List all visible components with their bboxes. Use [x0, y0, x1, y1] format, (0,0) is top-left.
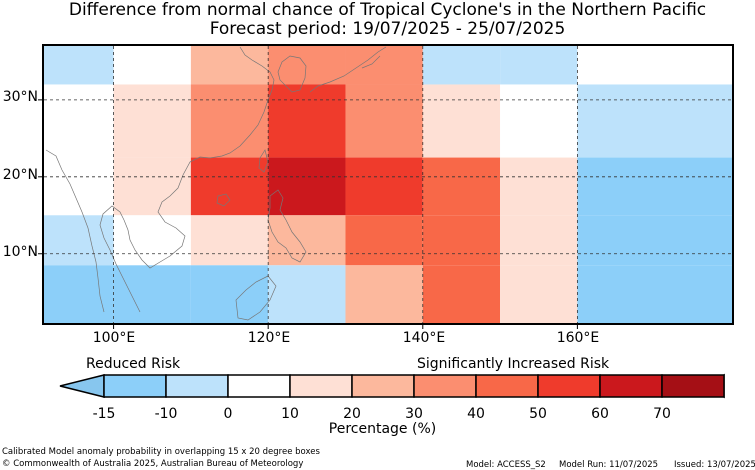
colorbar-tick-label: 20: [343, 406, 361, 422]
risk-cell: [345, 265, 423, 323]
colorbar-tick-label: 10: [281, 406, 299, 422]
coastline-taiwan: [258, 149, 269, 173]
lat-label-30n: 30°N: [2, 89, 38, 105]
colorbar-bin: [351, 374, 415, 398]
lon-label-160e: 160°E: [556, 330, 600, 346]
risk-cell: [44, 46, 114, 85]
risk-cell: [577, 157, 732, 216]
lat-label-10n: 10°N: [2, 244, 38, 260]
footer-model: Model: ACCESS_S2: [466, 460, 546, 470]
risk-cell: [190, 46, 269, 85]
risk-cell: [113, 84, 191, 158]
footer-issued: Issued: 13/07/2025: [674, 460, 755, 470]
colorbar-bin: [475, 374, 539, 398]
colorbar-bin: [289, 374, 353, 398]
risk-cell: [44, 84, 114, 158]
risk-cell: [577, 265, 732, 323]
risk-cell: [44, 265, 114, 323]
coastline-asia: [99, 46, 275, 313]
risk-cell: [500, 46, 578, 85]
footer-description: Calibrated Model anomaly probability in …: [2, 447, 320, 457]
reduced-risk-heading: Reduced Risk: [86, 356, 181, 372]
risk-cell: [577, 84, 732, 158]
risk-cell: [500, 265, 578, 323]
lon-label-140e: 140°E: [402, 330, 446, 346]
risk-cell: [113, 46, 191, 85]
forecast-period: Forecast period: 19/07/2025 - 25/07/2025: [209, 19, 566, 39]
lat-label-20n: 20°N: [2, 167, 38, 183]
colorbar-tick-label: -10: [154, 406, 178, 422]
map-title: Difference from normal chance of Tropica…: [68, 0, 707, 20]
map-frame: [42, 44, 734, 325]
coastline-layer: [45, 46, 387, 321]
risk-cell: [44, 215, 114, 266]
risk-cell: [345, 46, 423, 85]
colorbar-tick-label: 60: [591, 406, 609, 422]
risk-cell: [577, 46, 732, 85]
footer-copyright: © Commonwealth of Australia 2025, Austra…: [2, 459, 304, 469]
colorbar-tick-label: 30: [405, 406, 423, 422]
risk-grid-cells: [44, 46, 732, 323]
colorbar-tick-label: 70: [653, 406, 671, 422]
risk-cell: [44, 157, 114, 216]
risk-cell: [345, 215, 423, 266]
footer-model-run: Model Run: 11/07/2025: [559, 460, 659, 470]
coastline-japan: [309, 46, 387, 93]
colorbar-label: Percentage (%): [328, 421, 437, 437]
risk-cell: [422, 265, 501, 323]
colorbar-bin: [413, 374, 477, 398]
risk-cell: [190, 157, 269, 216]
lat-lon-gridlines: [44, 46, 732, 323]
coastline-korea: [277, 55, 307, 93]
risk-cell: [113, 157, 191, 216]
colorbar-bin: [537, 374, 601, 398]
risk-cell: [268, 157, 346, 216]
colorbar-tick-label: 50: [529, 406, 547, 422]
coastline-hainan: [216, 193, 231, 207]
colorbar-tick-label: -15: [92, 406, 116, 422]
risk-cell: [500, 84, 578, 158]
colorbar-bin: [661, 374, 725, 398]
colorbar-bin: [599, 374, 663, 398]
risk-cell: [422, 84, 501, 158]
risk-cell: [190, 84, 269, 158]
risk-cell: [190, 215, 269, 266]
increased-risk-heading: Significantly Increased Risk: [417, 356, 610, 372]
risk-cell: [268, 215, 346, 266]
risk-cell: [422, 157, 501, 216]
colorbar-tick-label: 0: [223, 406, 233, 422]
risk-cell: [500, 215, 578, 266]
colorbar: [59, 373, 725, 399]
risk-cell: [190, 265, 269, 323]
coastline-philippines: [267, 189, 307, 263]
lon-label-120e: 120°E: [247, 330, 291, 346]
risk-cell: [422, 215, 501, 266]
risk-cell: [268, 84, 346, 158]
risk-cell: [113, 265, 191, 323]
risk-cell: [422, 46, 501, 85]
risk-cell: [345, 84, 423, 158]
colorbar-bin: [165, 374, 229, 398]
coastline-indochina-west: [45, 149, 105, 313]
risk-cell: [577, 215, 732, 266]
colorbar-bin: [103, 374, 167, 398]
risk-cell: [268, 265, 346, 323]
axis-ticks: [38, 99, 578, 329]
risk-cell: [113, 215, 191, 266]
colorbar-tick-label: 40: [467, 406, 485, 422]
lon-label-100e: 100°E: [92, 330, 136, 346]
colorbar-under-arrow: [59, 374, 105, 398]
risk-cell: [500, 157, 578, 216]
colorbar-bin: [227, 374, 291, 398]
coastline-borneo: [235, 275, 277, 321]
risk-cell: [345, 157, 423, 216]
